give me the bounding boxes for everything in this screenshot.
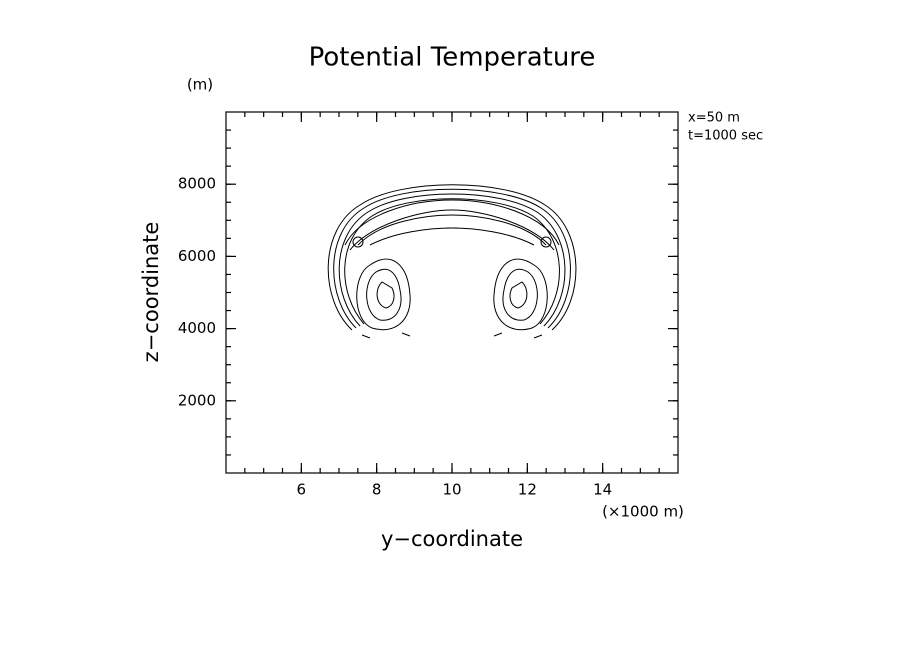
y-tick-label: 6000 <box>178 247 216 265</box>
x-tick-label: 10 <box>442 481 461 499</box>
y-tick-label: 8000 <box>178 175 216 193</box>
x-tick-label: 6 <box>297 481 307 499</box>
y-axis-label: z−coordinate <box>139 222 163 363</box>
x-tick-label: 8 <box>372 481 382 499</box>
x-tick-label: 12 <box>518 481 537 499</box>
chart-title: Potential Temperature <box>309 43 596 73</box>
x-tick-label: 14 <box>593 481 612 499</box>
annotation: x=50 m <box>688 111 740 126</box>
axes <box>225 111 679 474</box>
contours <box>327 184 577 339</box>
y-tick-label: 4000 <box>178 319 216 337</box>
y-unit: (m) <box>187 76 213 94</box>
y-tick-label: 2000 <box>178 391 216 409</box>
x-unit: (×1000 m) <box>602 503 684 521</box>
annotation: t=1000 sec <box>688 129 763 144</box>
x-axis-label: y−coordinate <box>381 527 523 551</box>
plot-frame <box>225 111 679 474</box>
